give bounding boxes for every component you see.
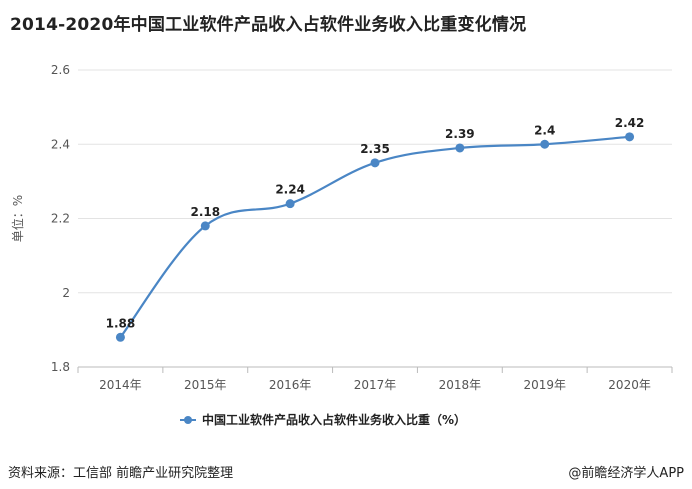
data-point[interactable] [540, 139, 550, 149]
y-axis-ticks: 1.8 2 2.2 2.4 2.6 [51, 63, 70, 374]
data-label: 2.39 [445, 127, 475, 141]
data-label: 2.35 [360, 142, 390, 156]
legend-marker [184, 416, 192, 424]
y-tick-label: 1.8 [51, 360, 70, 374]
legend: 中国工业软件产品收入占软件业务收入比重（%） [180, 412, 466, 427]
data-label: 2.4 [534, 123, 555, 137]
data-point[interactable] [370, 158, 380, 168]
brand-credit: @前瞻经济学人APP [568, 466, 684, 481]
data-point[interactable] [115, 332, 125, 342]
grid-lines [78, 69, 672, 368]
data-label: 1.88 [106, 316, 136, 330]
y-axis-label: 单位：% [10, 195, 25, 242]
x-tick-label: 2016年 [269, 378, 312, 392]
y-tick-label: 2 [62, 286, 70, 300]
y-tick-label: 2.4 [51, 137, 70, 151]
x-tick-label: 2015年 [184, 378, 227, 392]
data-point[interactable] [455, 143, 465, 153]
x-axis: 2014年 2015年 2016年 2017年 2018年 2019年 2020年 [77, 366, 673, 392]
x-tick-label: 2020年 [608, 378, 651, 392]
data-label: 2.18 [190, 205, 220, 219]
data-label: 2.42 [615, 116, 645, 130]
legend-entry-label: 中国工业软件产品收入占软件业务收入比重（%） [202, 412, 466, 427]
y-tick-label: 2.6 [51, 63, 70, 77]
chart-title: 2014-2020年中国工业软件产品收入占软件业务收入比重变化情况 [10, 15, 527, 35]
x-tick-label: 2017年 [354, 378, 397, 392]
y-tick-label: 2.2 [51, 212, 70, 226]
data-point[interactable] [285, 199, 295, 209]
data-point[interactable] [200, 221, 210, 231]
x-tick-label: 2018年 [439, 378, 482, 392]
series-line-group: 1.88 2.18 2.24 2.35 2.39 2.4 2.42 [106, 116, 645, 342]
x-tick-label: 2019年 [523, 378, 566, 392]
source-note: 资料来源：工信部 前瞻产业研究院整理 [8, 466, 234, 481]
data-point[interactable] [625, 132, 635, 142]
x-tick-label: 2014年 [99, 378, 142, 392]
data-label: 2.24 [275, 183, 305, 197]
